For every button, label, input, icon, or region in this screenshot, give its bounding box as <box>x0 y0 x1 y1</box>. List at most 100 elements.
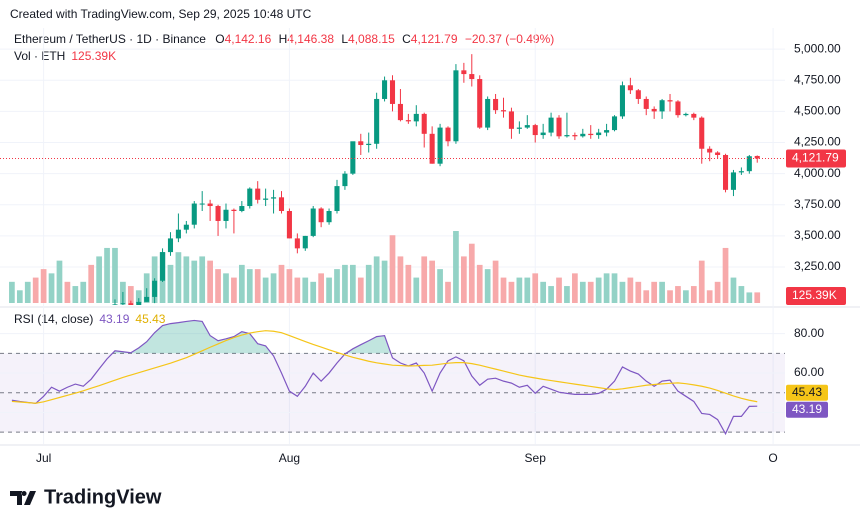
volume-bar <box>651 281 658 303</box>
volume-bar <box>706 290 713 303</box>
candle-body <box>389 80 396 104</box>
volume-bar <box>675 286 681 303</box>
volume-bar <box>183 256 190 303</box>
candle-body <box>175 229 181 239</box>
y-tick-label: 5,000.00 <box>794 41 841 55</box>
symbol: Ethereum / TetherUS · 1D · Binance <box>14 32 206 46</box>
volume-bar <box>96 256 102 303</box>
volume-bar <box>698 260 705 303</box>
volume-bar <box>310 281 317 303</box>
volume-bar <box>603 273 610 303</box>
candle-body <box>730 172 736 190</box>
volume-bar <box>294 277 301 303</box>
candle-body <box>120 303 126 305</box>
candle-body <box>255 188 261 200</box>
candle-body <box>540 132 546 136</box>
rsi-ma-box <box>786 384 828 401</box>
candle-body <box>413 113 419 122</box>
volume-box <box>786 287 846 305</box>
candle-body <box>556 117 562 137</box>
candle-body <box>136 301 142 305</box>
candle-body <box>397 103 403 121</box>
candle-body <box>318 208 324 223</box>
logo: TradingView <box>10 486 162 508</box>
y-tick-label: 4,500.00 <box>794 104 841 118</box>
volume-bar <box>468 243 475 303</box>
volume-bar <box>500 277 507 303</box>
y-tick-label: 4,750.00 <box>794 72 841 86</box>
candle-body <box>738 171 744 173</box>
volume-bar <box>373 256 380 303</box>
volume-bar <box>112 247 118 303</box>
volume-bar <box>556 277 562 303</box>
candle-body <box>611 116 618 131</box>
volume-bar <box>413 277 420 303</box>
candle-body <box>715 152 721 155</box>
candle-body <box>627 85 633 91</box>
candle-body <box>215 206 221 221</box>
volume-bar <box>238 264 245 303</box>
candle-body <box>461 70 467 75</box>
candle-body <box>247 188 253 207</box>
volume-bar <box>746 292 753 303</box>
candle-body <box>754 155 760 159</box>
volume-bar <box>508 281 515 303</box>
y-tick-label: 4,000.00 <box>794 166 841 180</box>
volume-bar <box>667 290 673 303</box>
volume-bar <box>532 273 539 303</box>
volume-bar <box>453 231 459 303</box>
candle-body <box>223 209 229 221</box>
change: −20.37 (−0.49%) <box>465 32 554 46</box>
candle-body <box>508 111 514 129</box>
volume-bar <box>135 290 142 303</box>
candle-body <box>532 125 538 136</box>
c-key: C <box>402 32 411 46</box>
volume-bar <box>714 281 721 303</box>
volume-bar <box>191 260 198 303</box>
rsi-ma-axis-label: 45.43 <box>792 385 822 399</box>
volume-bar <box>437 269 443 303</box>
volume-bar <box>24 281 31 303</box>
volume-bar <box>619 281 626 303</box>
c-value: 4,121.79 <box>411 32 458 46</box>
candle-body <box>437 127 443 164</box>
candle-body <box>596 132 602 136</box>
volume-bar <box>659 281 665 303</box>
candle-body <box>294 238 300 249</box>
candle-body <box>152 280 158 297</box>
candle-body <box>572 135 578 137</box>
volume-bar <box>231 277 237 303</box>
candle-body <box>334 186 340 212</box>
x-tick-label: Jul <box>36 451 51 465</box>
vol-value: 125.39K <box>71 49 116 63</box>
volume-bar <box>540 281 547 303</box>
candle-body <box>635 90 641 99</box>
volume-bar <box>349 264 356 303</box>
volume-bar <box>595 277 602 303</box>
volume-bar <box>492 260 499 303</box>
candle-body <box>421 113 427 134</box>
volume-bar <box>199 256 206 303</box>
candle-body <box>358 141 364 146</box>
volume-bar <box>342 264 348 303</box>
volume-bar <box>326 277 332 303</box>
candle-body <box>263 198 269 200</box>
volume-bar <box>48 273 55 303</box>
volume-bar <box>254 269 261 303</box>
candle-body <box>350 141 356 174</box>
y-tick-label: 4,250.00 <box>794 135 841 149</box>
candle-body <box>191 203 197 225</box>
volume-bar <box>445 281 451 303</box>
candle-body <box>564 135 570 137</box>
volume-bar <box>754 292 761 303</box>
candle-body <box>477 79 483 128</box>
o-key: O <box>215 32 224 46</box>
volume-bar <box>429 260 436 303</box>
candle-body <box>485 98 491 128</box>
rsi-tick-label: 60.00 <box>794 365 824 379</box>
logo-text: TradingView <box>44 486 162 508</box>
volume-bar <box>579 281 586 303</box>
volume-bar <box>56 260 63 303</box>
volume-bar <box>16 290 23 303</box>
